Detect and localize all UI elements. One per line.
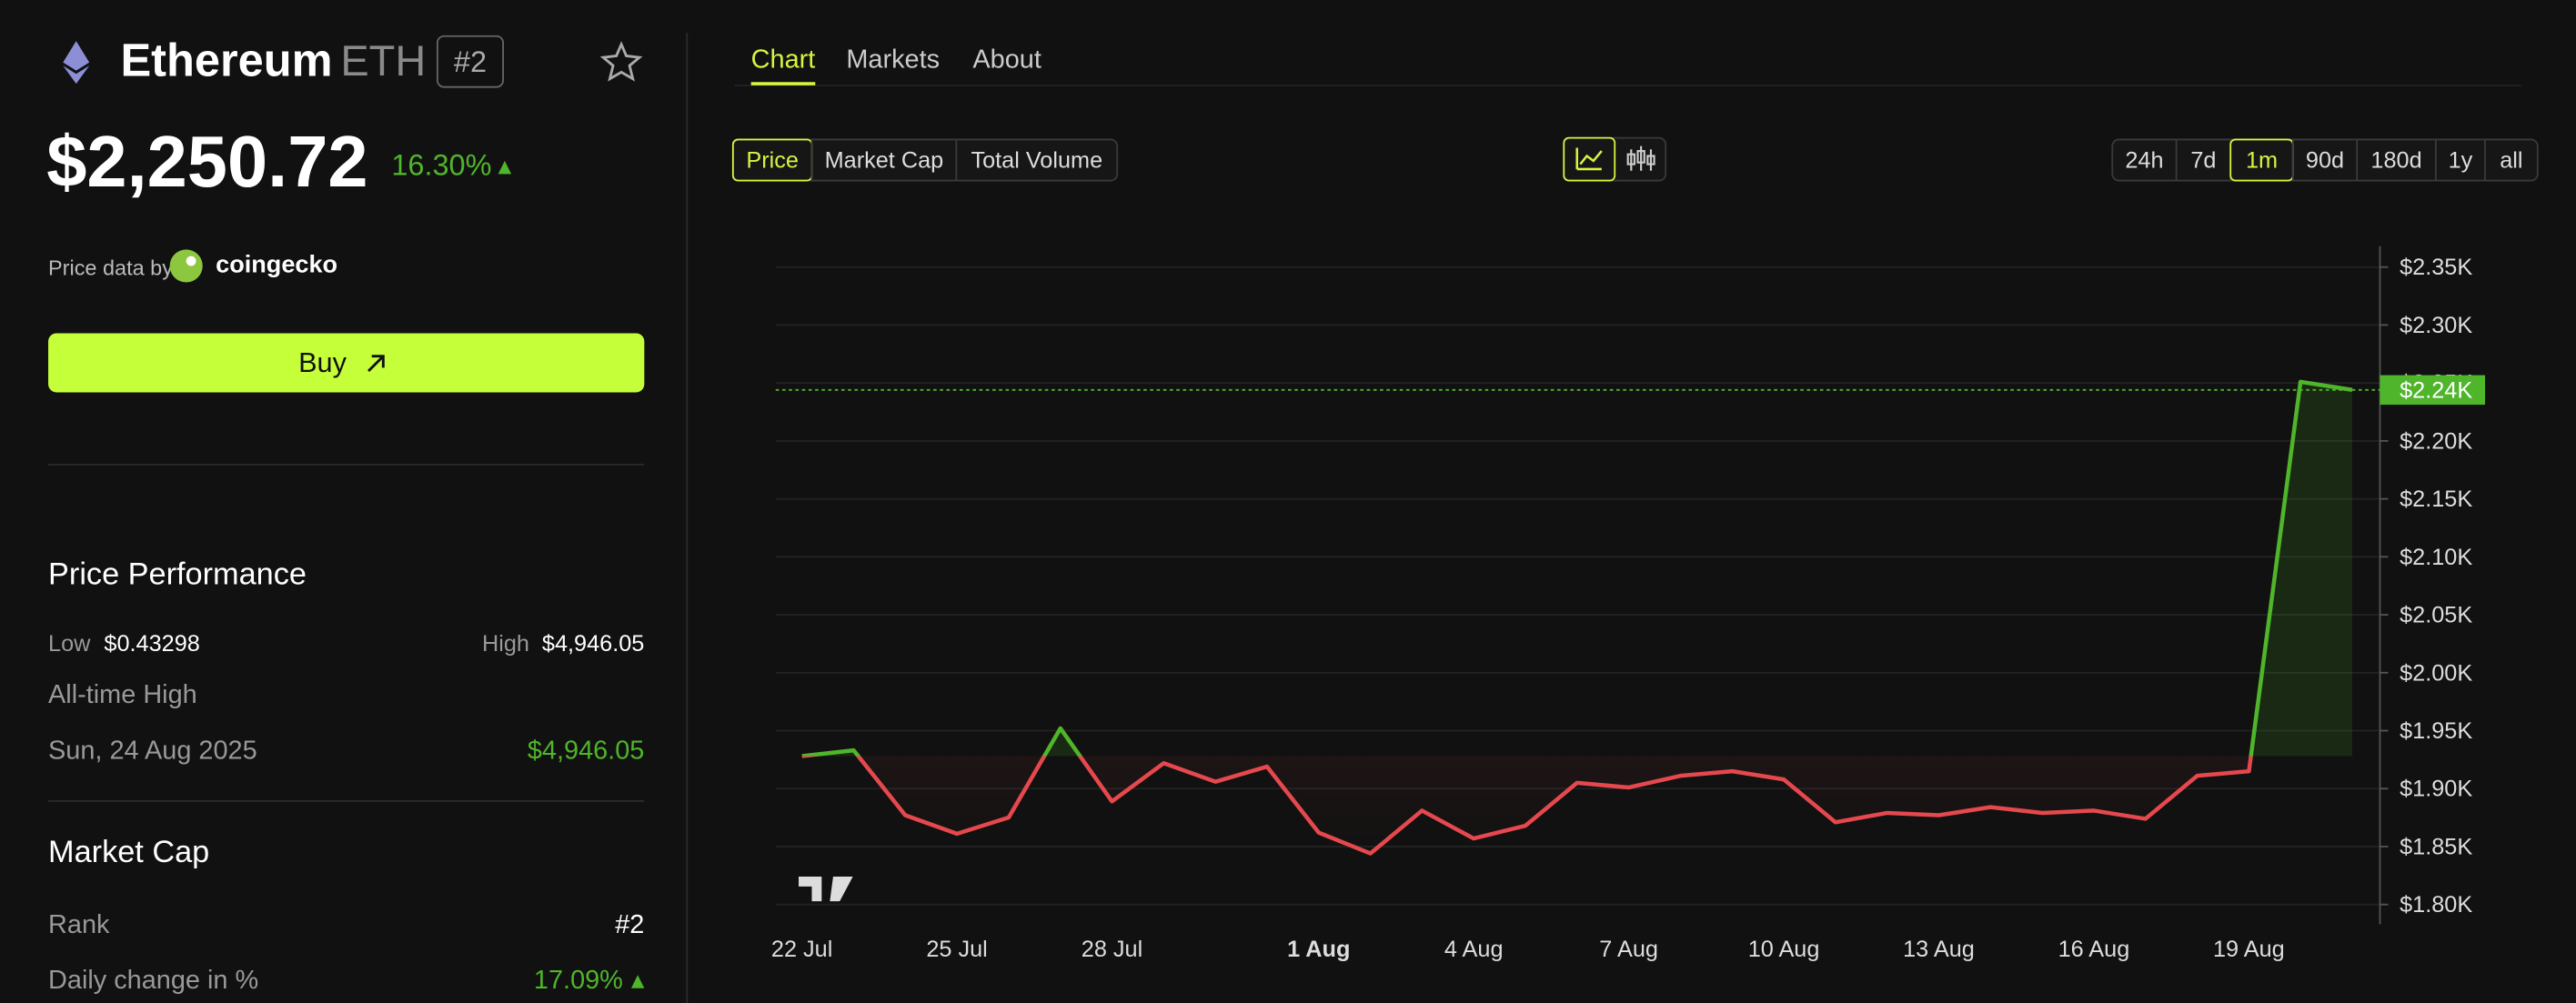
tab[interactable]: About [972, 45, 1041, 74]
buy-text[interactable]: Buy [298, 346, 347, 378]
last-price-badge [2380, 375, 2486, 406]
button-label[interactable]: 1y [2449, 147, 2473, 173]
rank-label: Rank [48, 910, 110, 939]
x-tick-label: 25 Jul [926, 937, 987, 962]
button-group [2111, 138, 2539, 182]
buy-arrow [367, 355, 385, 373]
tradingview-logo [799, 876, 853, 902]
x-tick-label: 10 Aug [1748, 937, 1820, 962]
coingecko-logo [169, 249, 203, 283]
x-tick-label: 7 Aug [1599, 937, 1658, 962]
ath-value: $4,946.05 [528, 736, 644, 765]
y-tick-label: $2.00K [2400, 660, 2472, 686]
rank-value: #2 [615, 910, 644, 939]
up-arrow [630, 975, 645, 988]
tab[interactable]: Markets [846, 45, 940, 74]
y-tick-label: $2.05K [2400, 603, 2472, 628]
eth-icon [63, 41, 90, 85]
button-label[interactable]: Market Cap [825, 147, 944, 173]
price-line-down [801, 756, 2253, 856]
button-label[interactable]: Total Volume [971, 147, 1102, 173]
button-label[interactable]: 1m [2246, 147, 2278, 173]
coin-name: Ethereum [120, 35, 332, 86]
x-tick-label: 28 Jul [1082, 937, 1142, 962]
rank-badge-text: #2 [454, 45, 487, 78]
low-label: Low [48, 631, 91, 657]
tab[interactable]: Chart [751, 45, 816, 74]
y-tick-label: $2.15K [2400, 486, 2472, 512]
button-label[interactable]: 90d [2306, 147, 2344, 173]
last-price-label: $2.24K [2400, 377, 2472, 403]
chart-area: Chart Markets About Price Market Cap Total Vo… [731, 45, 2539, 962]
ath-label: All-time High [48, 680, 197, 709]
y-tick-label: $1.85K [2400, 834, 2472, 859]
high-value: $4,946.05 [542, 631, 644, 657]
ath-date: Sun, 24 Aug 2025 [48, 736, 257, 765]
up-arrow [498, 160, 512, 175]
y-tick-label: $2.35K [2400, 255, 2472, 280]
daily-value: 17.09% [534, 966, 623, 995]
x-tick-label: 13 Aug [1903, 937, 1975, 962]
price: $2,250.72 [46, 121, 367, 202]
x-tick-label: 19 Aug [2213, 937, 2285, 962]
area-down [858, 756, 2251, 854]
y-tick-label: $2.30K [2400, 313, 2472, 338]
button-label[interactable]: 7d [2190, 147, 2216, 173]
rank-badge [436, 35, 504, 88]
y-tick-label: $1.95K [2400, 718, 2472, 744]
y-tick-label: $2.20K [2400, 428, 2472, 454]
y-tick-label: $2.10K [2400, 545, 2472, 570]
sidebar: Ethereum ETH #2 $2,250.72 16.30% Price d… [46, 33, 689, 1003]
buy-button[interactable] [48, 333, 645, 393]
line-chart-icon[interactable] [1575, 147, 1603, 171]
y-tick-label: $1.80K [2400, 892, 2472, 918]
section-title: Market Cap [48, 835, 209, 869]
button-label[interactable]: 24h [2125, 147, 2163, 173]
candle-icon[interactable] [1626, 145, 1655, 171]
coin-symbol: ETH [340, 37, 426, 85]
y-tick-label: $1.90K [2400, 777, 2472, 802]
x-tick-label: 4 Aug [1444, 937, 1504, 962]
section-title: Price Performance [48, 557, 307, 592]
button-label[interactable]: all [2500, 147, 2522, 173]
x-tick-label: 22 Jul [771, 937, 832, 962]
button-label[interactable]: 180d [2370, 147, 2421, 173]
high-label: High [482, 631, 529, 657]
favorite-star[interactable] [599, 41, 643, 82]
chart-type-active [1563, 136, 1616, 182]
price-change: 16.30% [391, 149, 491, 182]
source-name[interactable]: coingecko [216, 250, 337, 278]
daily-label: Daily change in % [48, 966, 258, 995]
x-tick-label: 1 Aug [1287, 937, 1350, 962]
low-value: $0.43298 [104, 631, 199, 657]
x-tick-label: 16 Aug [2058, 937, 2130, 962]
coingecko-eye [186, 256, 196, 266]
price-data-by: Price data by [48, 256, 173, 279]
price-line-up [801, 379, 2353, 757]
button-label[interactable]: Price [746, 147, 799, 173]
